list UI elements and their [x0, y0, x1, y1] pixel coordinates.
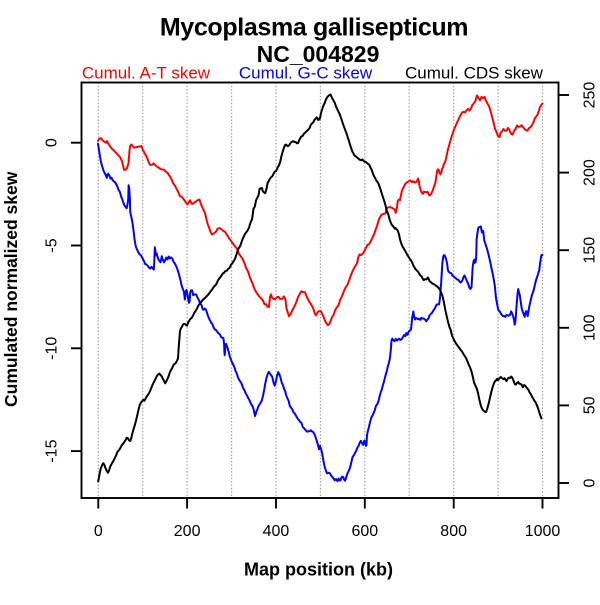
svg-text:0: 0	[44, 138, 61, 147]
svg-text:Cumul. CDS skew: Cumul. CDS skew	[405, 64, 544, 83]
svg-text:0: 0	[94, 523, 103, 540]
svg-text:400: 400	[263, 523, 290, 540]
svg-text:200: 200	[174, 523, 201, 540]
svg-text:Cumulated normalized skew: Cumulated normalized skew	[1, 171, 21, 407]
svg-text:Mycoplasma gallisepticum: Mycoplasma gallisepticum	[160, 14, 468, 42]
svg-text:1000: 1000	[525, 523, 561, 540]
svg-text:200: 200	[582, 159, 599, 186]
svg-text:250: 250	[582, 82, 599, 109]
svg-text:Cumul. A-T skew: Cumul. A-T skew	[82, 64, 211, 83]
svg-text:-5: -5	[44, 238, 61, 252]
svg-text:-15: -15	[44, 439, 61, 462]
svg-text:150: 150	[582, 237, 599, 264]
svg-text:Cumul. G-C skew: Cumul. G-C skew	[239, 64, 373, 83]
svg-text:800: 800	[440, 523, 467, 540]
svg-text:Map position (kb): Map position (kb)	[244, 560, 393, 580]
svg-text:600: 600	[351, 523, 378, 540]
svg-text:100: 100	[582, 314, 599, 341]
svg-text:-10: -10	[44, 337, 61, 360]
svg-text:NC_004829: NC_004829	[257, 41, 380, 67]
svg-text:50: 50	[582, 396, 599, 414]
svg-text:0: 0	[582, 478, 599, 487]
